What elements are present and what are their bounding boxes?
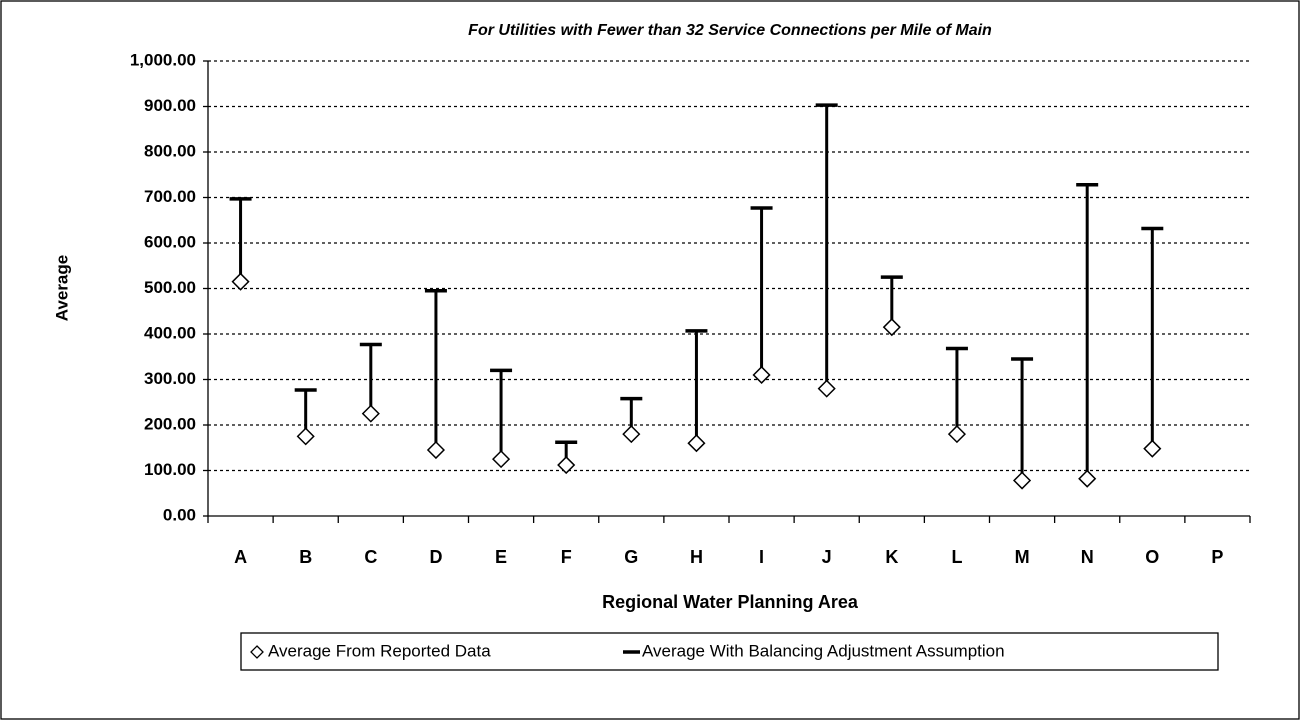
y-tick-label: 100.00 bbox=[144, 460, 196, 479]
x-tick-label: G bbox=[624, 547, 638, 567]
x-tick-label: A bbox=[234, 547, 247, 567]
reported-marker bbox=[882, 318, 901, 337]
legend-label: Average With Balancing Adjustment Assump… bbox=[642, 641, 1005, 660]
y-tick-label: 600.00 bbox=[144, 232, 196, 251]
reported-marker bbox=[752, 365, 771, 385]
x-tick-label: H bbox=[690, 547, 703, 567]
x-tick-label: N bbox=[1081, 547, 1094, 567]
y-tick-label: 500.00 bbox=[144, 278, 196, 297]
x-axis-label: Regional Water Planning Area bbox=[602, 592, 859, 612]
x-tick-label: P bbox=[1211, 547, 1223, 567]
reported-marker bbox=[557, 455, 576, 475]
y-tick-label: 1,000.00 bbox=[130, 50, 196, 69]
x-tick-label: J bbox=[822, 547, 832, 567]
x-tick-label: D bbox=[429, 547, 442, 567]
reported-marker bbox=[361, 404, 380, 423]
reported-marker bbox=[1012, 471, 1032, 490]
x-tick-label: F bbox=[561, 547, 572, 567]
reported-marker bbox=[1078, 469, 1097, 488]
reported-marker bbox=[426, 440, 445, 460]
legend bbox=[240, 632, 1219, 671]
legend-label: Average From Reported Data bbox=[268, 641, 491, 660]
x-tick-label: K bbox=[885, 547, 898, 567]
x-tick-label: B bbox=[299, 547, 312, 567]
y-tick-label: 800.00 bbox=[144, 141, 196, 160]
reported-marker bbox=[622, 425, 641, 444]
reported-marker bbox=[296, 427, 315, 446]
chart-title: For Utilities with Fewer than 32 Service… bbox=[468, 22, 992, 39]
legend-marker bbox=[250, 645, 264, 659]
x-tick-label: L bbox=[951, 547, 962, 567]
x-tick-label: C bbox=[364, 547, 377, 567]
x-tick-label: O bbox=[1145, 547, 1159, 567]
reported-marker bbox=[1143, 439, 1162, 458]
x-tick-label: M bbox=[1015, 547, 1030, 567]
y-tick-label: 900.00 bbox=[144, 96, 196, 115]
y-tick-label: 400.00 bbox=[144, 323, 196, 342]
y-tick-label: 700.00 bbox=[144, 187, 196, 206]
reported-marker bbox=[492, 450, 511, 469]
reported-marker bbox=[947, 425, 966, 444]
reported-marker bbox=[817, 379, 836, 398]
y-tick-label: 200.00 bbox=[144, 414, 196, 433]
reported-marker bbox=[687, 434, 706, 453]
x-tick-label: I bbox=[759, 547, 764, 567]
y-tick-label: 300.00 bbox=[144, 369, 196, 388]
y-tick-label: 0.00 bbox=[163, 505, 196, 524]
x-tick-label: E bbox=[495, 547, 507, 567]
y-axis-label: Average bbox=[52, 255, 71, 321]
reported-marker bbox=[231, 272, 250, 291]
